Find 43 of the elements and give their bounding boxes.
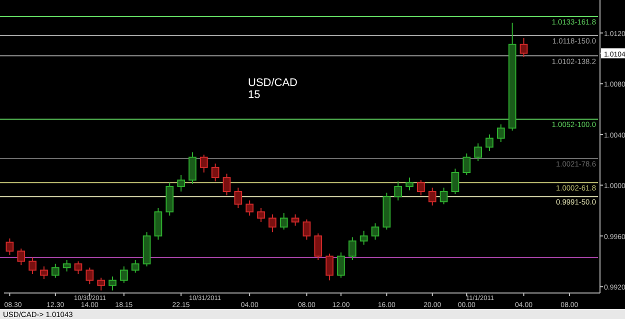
candlestick [222, 173, 231, 196]
candlestick [348, 236, 356, 261]
candlestick [440, 187, 448, 205]
candlestick [51, 263, 60, 278]
candlestick [17, 248, 26, 266]
candlestick [131, 260, 140, 274]
candlestick [496, 124, 505, 143]
candlestick [177, 174, 185, 192]
candlestick [120, 266, 128, 284]
candlestick [74, 260, 82, 274]
candlestick [417, 180, 425, 196]
candlestick [394, 180, 402, 201]
candlestick [360, 230, 368, 246]
candlestick [268, 214, 276, 233]
candlestick [428, 187, 436, 206]
candlestick [337, 252, 345, 278]
annotation: USD/CAD [248, 77, 298, 89]
candlestick [406, 177, 414, 191]
candlestick [474, 142, 482, 162]
candlestick [462, 152, 471, 176]
candlestick [86, 267, 94, 285]
candlestick [314, 232, 322, 261]
candlestick [280, 212, 288, 230]
candlestick [326, 253, 334, 281]
candlestick [291, 214, 300, 226]
candlestick [451, 168, 460, 195]
candlestick [62, 260, 71, 272]
candlestick [211, 163, 220, 182]
candlestick [200, 154, 208, 173]
annotation: 15 [248, 89, 260, 101]
candlestick [234, 187, 242, 209]
candlestick [486, 134, 494, 152]
candlestick [97, 277, 106, 291]
candlestick [6, 238, 14, 256]
candlestick [40, 266, 48, 280]
candlestick [302, 218, 311, 240]
candlestick [108, 276, 116, 291]
candlestick [371, 222, 380, 240]
candlestick [520, 38, 528, 58]
candlestick [188, 152, 196, 184]
candlestick [28, 256, 36, 274]
candlestick [257, 208, 265, 222]
candlestick [246, 200, 254, 216]
